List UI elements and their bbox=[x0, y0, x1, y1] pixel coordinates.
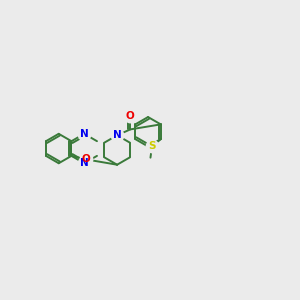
Text: N: N bbox=[80, 158, 88, 168]
Text: O: O bbox=[126, 111, 135, 122]
Text: N: N bbox=[80, 129, 88, 139]
Text: O: O bbox=[82, 154, 91, 164]
Text: S: S bbox=[148, 142, 156, 152]
Text: N: N bbox=[113, 130, 122, 140]
